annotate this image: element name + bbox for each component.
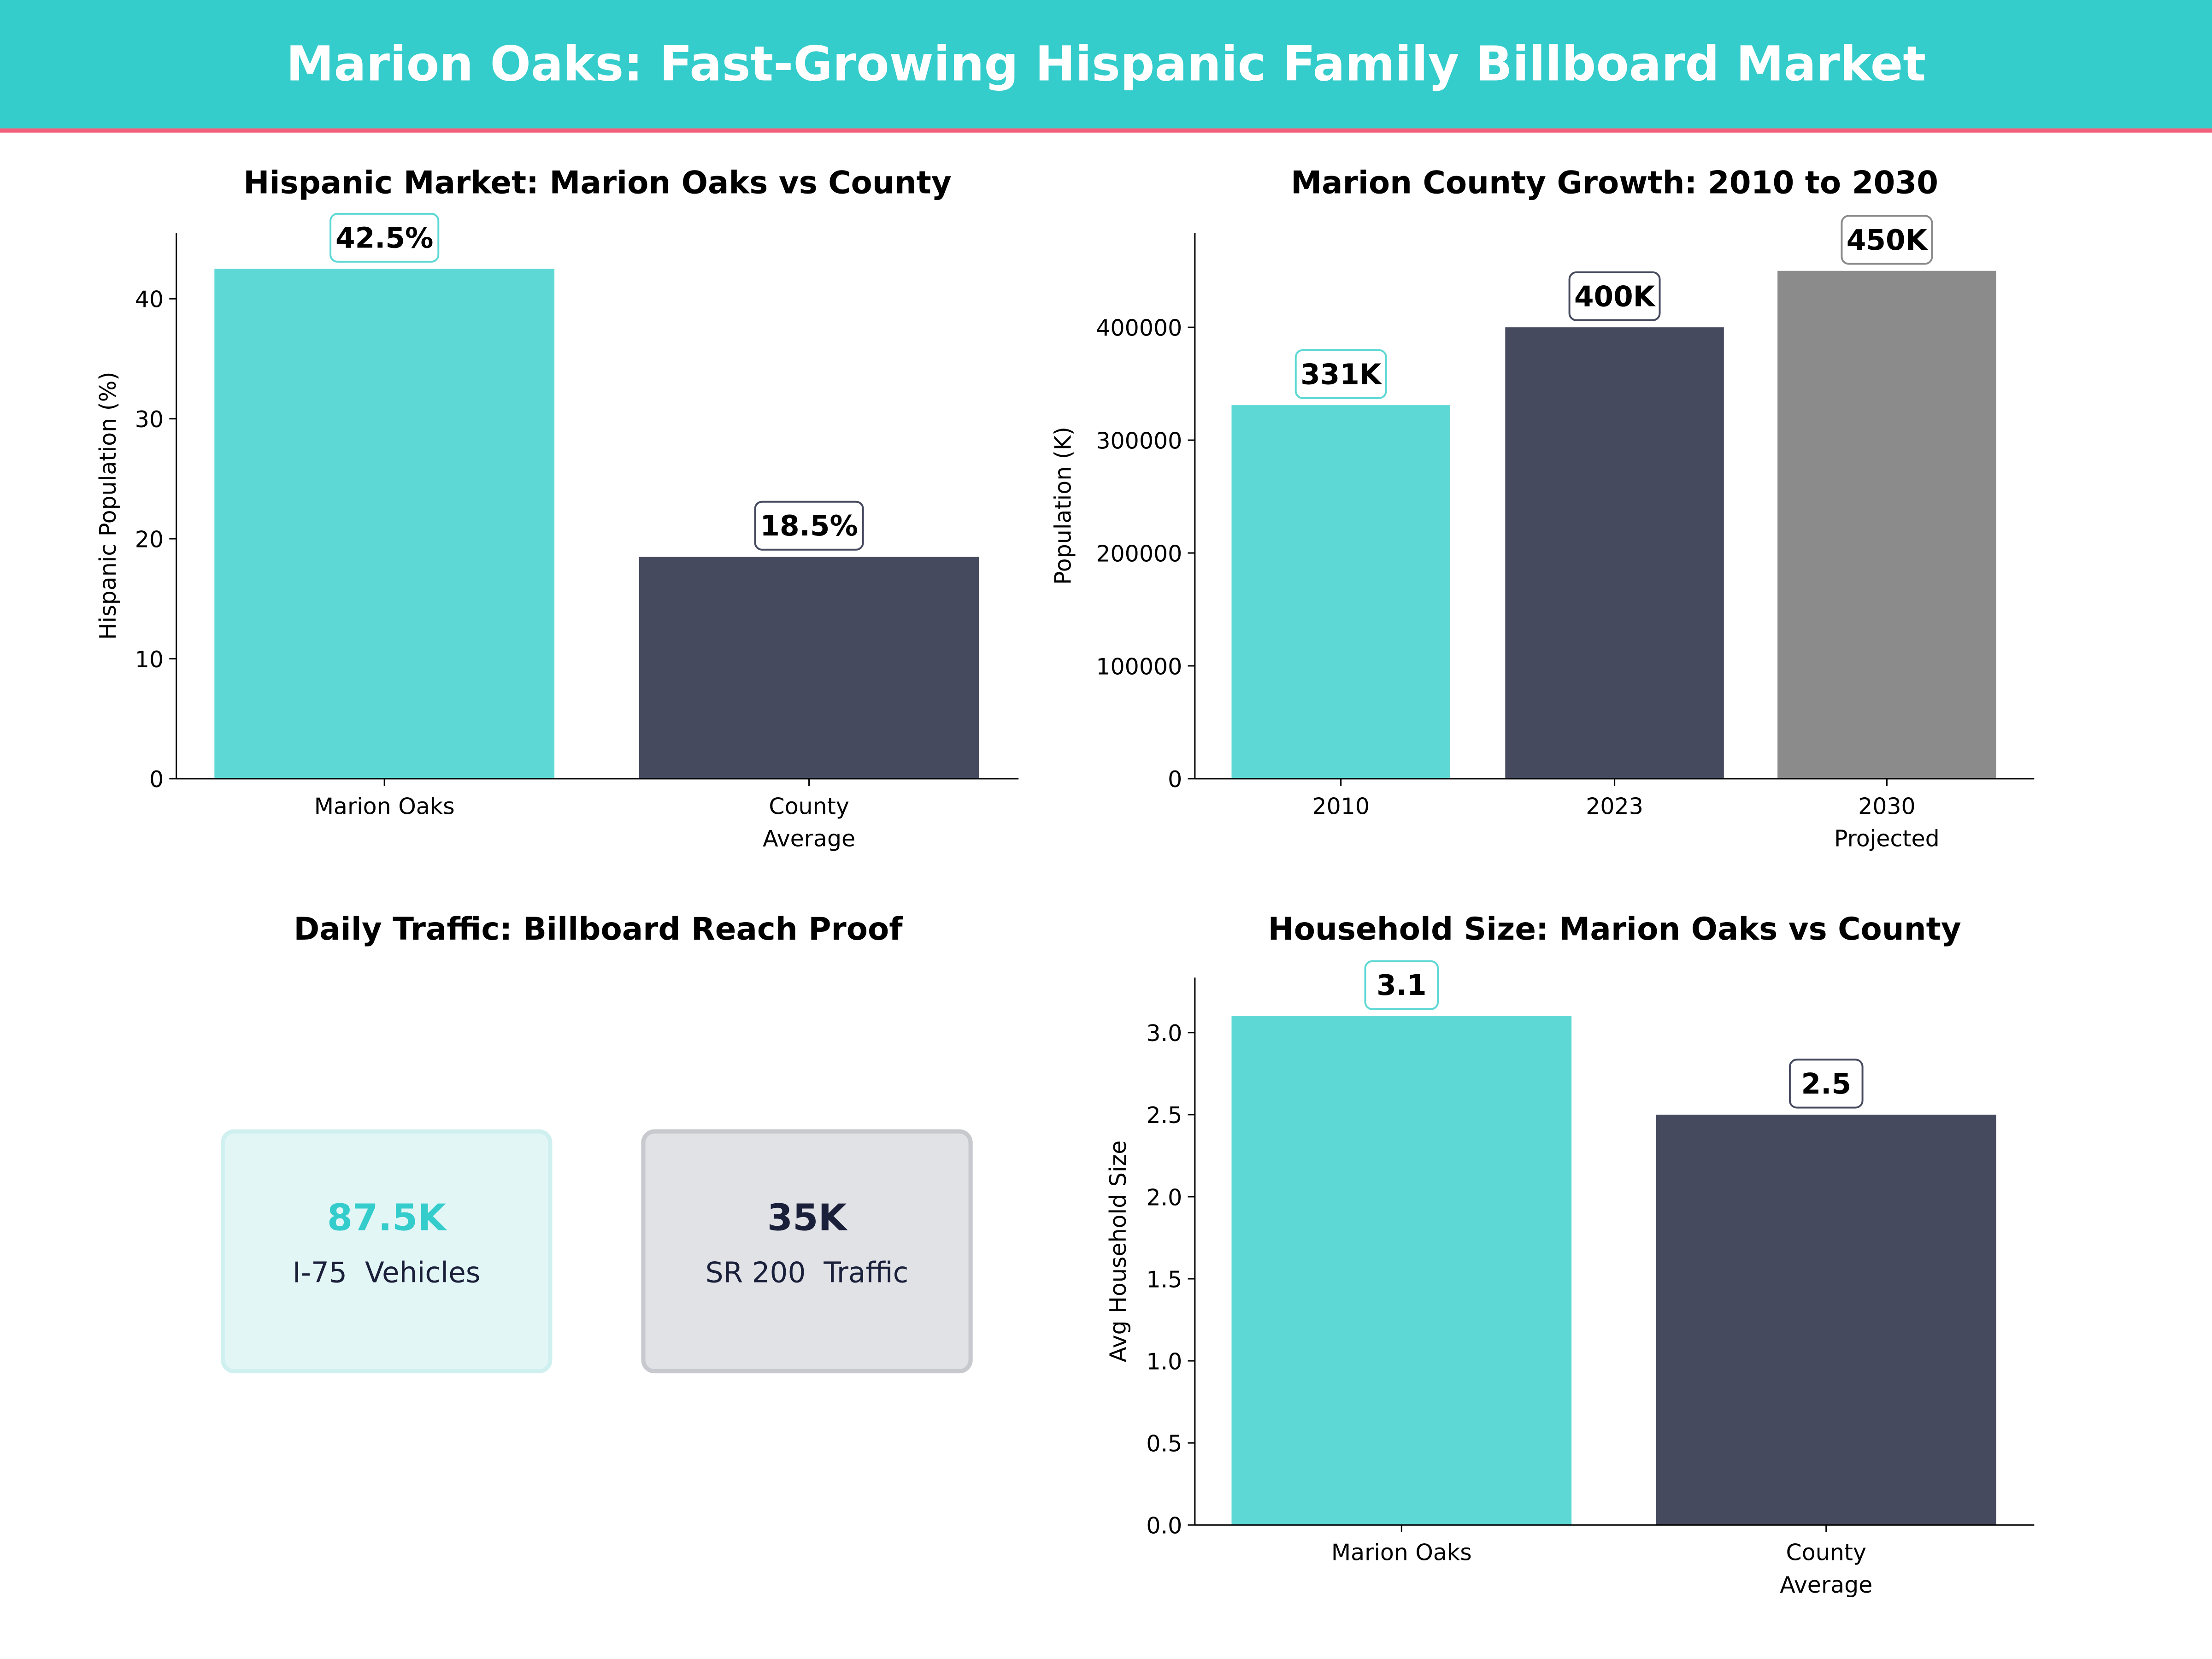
page-title: Marion Oaks: Fast-Growing Hispanic Famil… — [286, 35, 1926, 92]
data-label: 2.5 — [1801, 1068, 1851, 1100]
y-tick-label: 0.5 — [1146, 1430, 1182, 1457]
y-tick-label: 20 — [135, 526, 164, 553]
bar — [639, 557, 979, 779]
bar — [1656, 1114, 1996, 1525]
data-label: 3.1 — [1377, 969, 1426, 1002]
chart-title: Daily Traffic: Billboard Reach Proof — [294, 911, 903, 947]
traffic-card-i75-value: 87.5K — [327, 1196, 447, 1239]
x-tick-label: County — [769, 793, 849, 819]
y-axis-label: Population (K) — [1050, 427, 1076, 585]
daily-traffic-panel: Daily Traffic: Billboard Reach Proof 87.… — [221, 911, 973, 1374]
bar — [214, 269, 555, 779]
chart-title: Marion County Growth: 2010 to 2030 — [1291, 164, 1938, 200]
x-tick-label: Projected — [1834, 826, 1940, 852]
traffic-card-i75 — [221, 1129, 553, 1374]
data-label: 42.5% — [335, 222, 433, 254]
x-tick-label: County — [1786, 1540, 1866, 1566]
data-label-box — [754, 500, 864, 551]
traffic-card-sr200 — [641, 1129, 973, 1374]
y-tick-label: 2.5 — [1146, 1102, 1182, 1129]
data-label-box — [1568, 271, 1661, 321]
y-tick-label: 300000 — [1096, 428, 1182, 454]
x-tick-label: 2023 — [1586, 793, 1643, 819]
y-tick-label: 0 — [1168, 766, 1182, 793]
y-tick-label: 400000 — [1096, 315, 1182, 341]
bar — [1231, 1016, 1572, 1525]
header-band — [0, 0, 2212, 129]
county-growth-chart: Marion County Growth: 2010 to 2030 331K 20… — [1050, 164, 2035, 852]
x-tick-label: Marion Oaks — [1331, 1540, 1472, 1566]
data-label-box — [329, 212, 440, 263]
y-tick-label: 40 — [135, 287, 164, 313]
hispanic-market-chart: Hispanic Market: Marion Oaks vs County 42… — [95, 164, 1019, 852]
bar — [1505, 327, 1724, 779]
household-size-chart: Household Size: Marion Oaks vs County 3.1… — [1105, 911, 2035, 1598]
data-label: 400K — [1574, 280, 1656, 313]
y-tick-label: 100000 — [1096, 653, 1182, 680]
x-tick-label: Average — [763, 826, 855, 852]
y-tick-label: 0 — [149, 766, 164, 793]
traffic-card-i75-label: I-75 Vehicles — [293, 1257, 481, 1289]
data-label: 18.5% — [760, 510, 858, 542]
x-tick-label: 2030 — [1858, 793, 1916, 819]
y-tick-label: 2.0 — [1146, 1184, 1182, 1211]
y-axis-label: Avg Household Size — [1105, 1141, 1131, 1362]
y-axis-label: Hispanic Population (%) — [95, 372, 121, 640]
data-label-box — [1294, 349, 1387, 399]
x-tick-label: Marion Oaks — [314, 793, 455, 819]
y-tick-label: 10 — [135, 647, 164, 673]
data-label-box — [1788, 1059, 1864, 1109]
data-label-box — [1364, 960, 1439, 1010]
data-label: 331K — [1300, 358, 1382, 391]
y-tick-label: 1.0 — [1146, 1348, 1182, 1375]
traffic-card-sr200-value: 35K — [767, 1196, 848, 1239]
data-label: 450K — [1847, 224, 1929, 257]
y-tick-label: 30 — [135, 406, 164, 433]
y-tick-label: 3.0 — [1146, 1020, 1182, 1047]
header-accent-line — [0, 128, 2212, 133]
x-tick-label: 2010 — [1312, 793, 1370, 819]
y-tick-label: 1.5 — [1146, 1266, 1182, 1293]
y-tick-label: 200000 — [1096, 541, 1182, 567]
bar — [1231, 405, 1450, 779]
y-tick-label: 0.0 — [1146, 1513, 1182, 1539]
chart-title: Household Size: Marion Oaks vs County — [1268, 911, 1961, 947]
chart-title: Hispanic Market: Marion Oaks vs County — [243, 164, 952, 200]
data-label-box — [1841, 215, 1933, 265]
traffic-card-sr200-label: SR 200 Traffic — [706, 1257, 909, 1289]
bar — [1777, 271, 1996, 779]
x-tick-label: Average — [1780, 1572, 1872, 1598]
